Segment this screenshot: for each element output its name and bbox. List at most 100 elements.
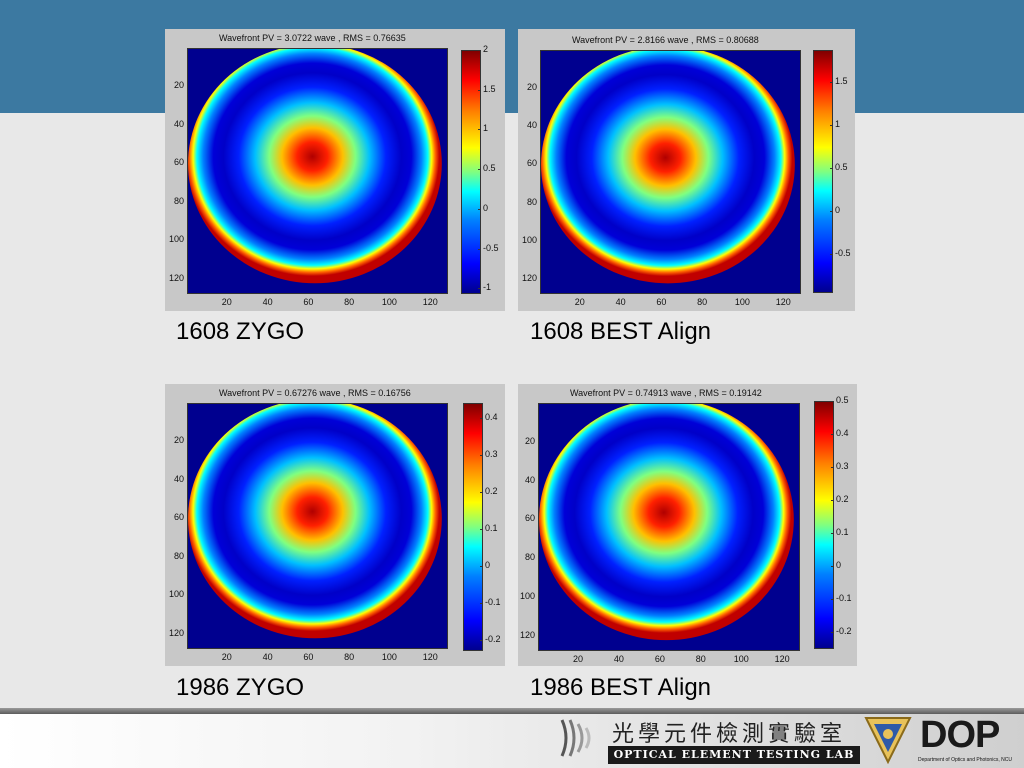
caption-1986-best-align: 1986 BEST Align: [530, 674, 712, 701]
colorbar-tick-mark: [480, 565, 483, 567]
dop-subtitle: Department of Optics and Photonics, NCU: [918, 757, 1012, 763]
colorbar-tick-mark: [480, 491, 483, 493]
lab-name-english: OPTICAL ELEMENT TESTING LAB: [608, 746, 860, 764]
wavefront-plot-panel: Wavefront PV = 0.67276 wave , RMS = 0.16…: [165, 384, 505, 666]
colorbar-tick-label: 2: [483, 44, 489, 54]
colorbar-tick-mark: [830, 81, 833, 83]
y-tick-label: 80: [173, 550, 184, 561]
x-tick-label: 100: [733, 654, 749, 664]
heatmap-axes: [538, 403, 800, 651]
colorbar-tick-mark: [831, 401, 834, 402]
y-tick-label: 60: [173, 512, 184, 523]
wavefront-heatmap: [541, 51, 800, 293]
colorbar-tick-label: -0.5: [835, 248, 851, 259]
colorbar-tick-label: 0: [835, 205, 841, 216]
x-tick-label: 80: [695, 654, 706, 664]
colorbar-tick-mark: [478, 89, 481, 91]
university-seal-icon: [864, 717, 912, 764]
caption-1608-best-align: 1608 BEST Align: [530, 318, 712, 345]
y-tick-label: 80: [524, 552, 535, 562]
y-tick-label: 120: [168, 272, 184, 283]
lab-name-chinese: 光學元件檢測實驗室: [612, 722, 847, 747]
colorbar-tick-mark: [480, 602, 483, 604]
x-tick-label: 40: [615, 297, 626, 307]
caption-1608-zygo: 1608 ZYGO: [176, 318, 305, 345]
colorbar-tick-label: -0.2: [836, 626, 852, 637]
y-tick-label: 120: [521, 272, 537, 283]
x-tick-label: 40: [613, 654, 624, 664]
y-tick-label: 80: [526, 196, 537, 207]
x-tick-label: 100: [381, 652, 397, 662]
wavefront-plot-panel: Wavefront PV = 2.8166 wave , RMS = 0.806…: [518, 29, 855, 311]
colorbar-tick-label: 0.5: [836, 395, 849, 405]
pupil-wavefront-map: [541, 51, 795, 284]
colorbar-tick-mark: [830, 211, 833, 213]
y-tick-label: 40: [173, 118, 184, 129]
y-tick-label: 40: [173, 473, 184, 484]
colorbar: [814, 401, 834, 649]
wavefront-heatmap: [539, 404, 799, 650]
x-tick-label: 40: [262, 297, 273, 307]
heatmap-axes: [187, 403, 448, 649]
plot-title: Wavefront PV = 3.0722 wave , RMS = 0.766…: [219, 33, 406, 43]
colorbar-tick-mark: [480, 454, 483, 456]
colorbar-tick-mark: [831, 566, 834, 568]
pupil-wavefront-map: [188, 49, 442, 284]
colorbar-tick-label: 0.5: [835, 162, 848, 173]
colorbar-tick-label: 0.4: [836, 428, 849, 439]
colorbar-tick-label: 0.1: [485, 522, 498, 533]
y-tick-label: 40: [526, 120, 537, 131]
x-tick-label: 20: [221, 297, 232, 307]
colorbar-tick-mark: [831, 599, 834, 601]
wavefront-plot-panel: Wavefront PV = 0.74913 wave , RMS = 0.19…: [518, 384, 857, 666]
y-tick-label: 120: [168, 627, 184, 638]
title-band: [0, 0, 1024, 113]
colorbar-tick-label: 0.1: [836, 527, 849, 538]
heatmap-axes: [187, 48, 448, 294]
x-tick-label: 60: [654, 654, 665, 664]
y-tick-label: 100: [168, 234, 184, 245]
plot-title: Wavefront PV = 0.67276 wave , RMS = 0.16…: [219, 388, 411, 398]
colorbar-tick-mark: [478, 208, 481, 210]
footer-rule: [0, 708, 1024, 714]
colorbar-tick-label: 0.3: [836, 461, 849, 472]
y-tick-label: 100: [168, 589, 184, 600]
colorbar-tick-mark: [478, 248, 481, 250]
colorbar-tick-mark: [478, 288, 481, 290]
y-tick-label: 60: [526, 158, 537, 169]
wavefront-heatmap: [188, 404, 447, 648]
colorbar-tick-label: 1.5: [835, 75, 848, 86]
x-tick-label: 120: [774, 654, 790, 664]
colorbar-tick-mark: [480, 528, 483, 530]
x-tick-label: 20: [221, 652, 232, 662]
slide-body: [0, 113, 1024, 711]
colorbar-tick-mark: [480, 639, 483, 641]
colorbar-tick-mark: [831, 500, 834, 502]
heatmap-axes: [540, 50, 801, 294]
plot-title: Wavefront PV = 0.74913 wave , RMS = 0.19…: [570, 388, 762, 398]
colorbar: [813, 50, 833, 293]
y-tick-label: 60: [524, 513, 535, 524]
plot-title: Wavefront PV = 2.8166 wave , RMS = 0.806…: [572, 35, 759, 45]
colorbar-tick-label: -0.1: [485, 596, 501, 607]
x-tick-label: 120: [422, 652, 438, 662]
y-tick-label: 40: [524, 474, 535, 485]
x-tick-label: 80: [697, 297, 708, 307]
colorbar-tick-mark: [830, 254, 833, 256]
pupil-wavefront-map: [539, 404, 794, 641]
x-tick-label: 100: [734, 297, 750, 307]
colorbar-tick-label: 1: [483, 123, 489, 134]
y-tick-label: 60: [173, 157, 184, 168]
colorbar-tick-mark: [831, 632, 834, 634]
colorbar-tick-label: -0.5: [483, 242, 499, 253]
colorbar-tick-mark: [831, 533, 834, 535]
x-tick-label: 80: [344, 652, 355, 662]
x-tick-label: 60: [303, 652, 314, 662]
x-tick-label: 120: [775, 297, 791, 307]
x-tick-label: 20: [572, 654, 583, 664]
colorbar-tick-label: -1: [483, 282, 492, 293]
x-tick-label: 20: [574, 297, 585, 307]
colorbar-tick-label: -0.1: [836, 593, 852, 604]
wavefront-plot-panel: Wavefront PV = 3.0722 wave , RMS = 0.766…: [165, 29, 505, 311]
y-tick-label: 20: [173, 80, 184, 91]
